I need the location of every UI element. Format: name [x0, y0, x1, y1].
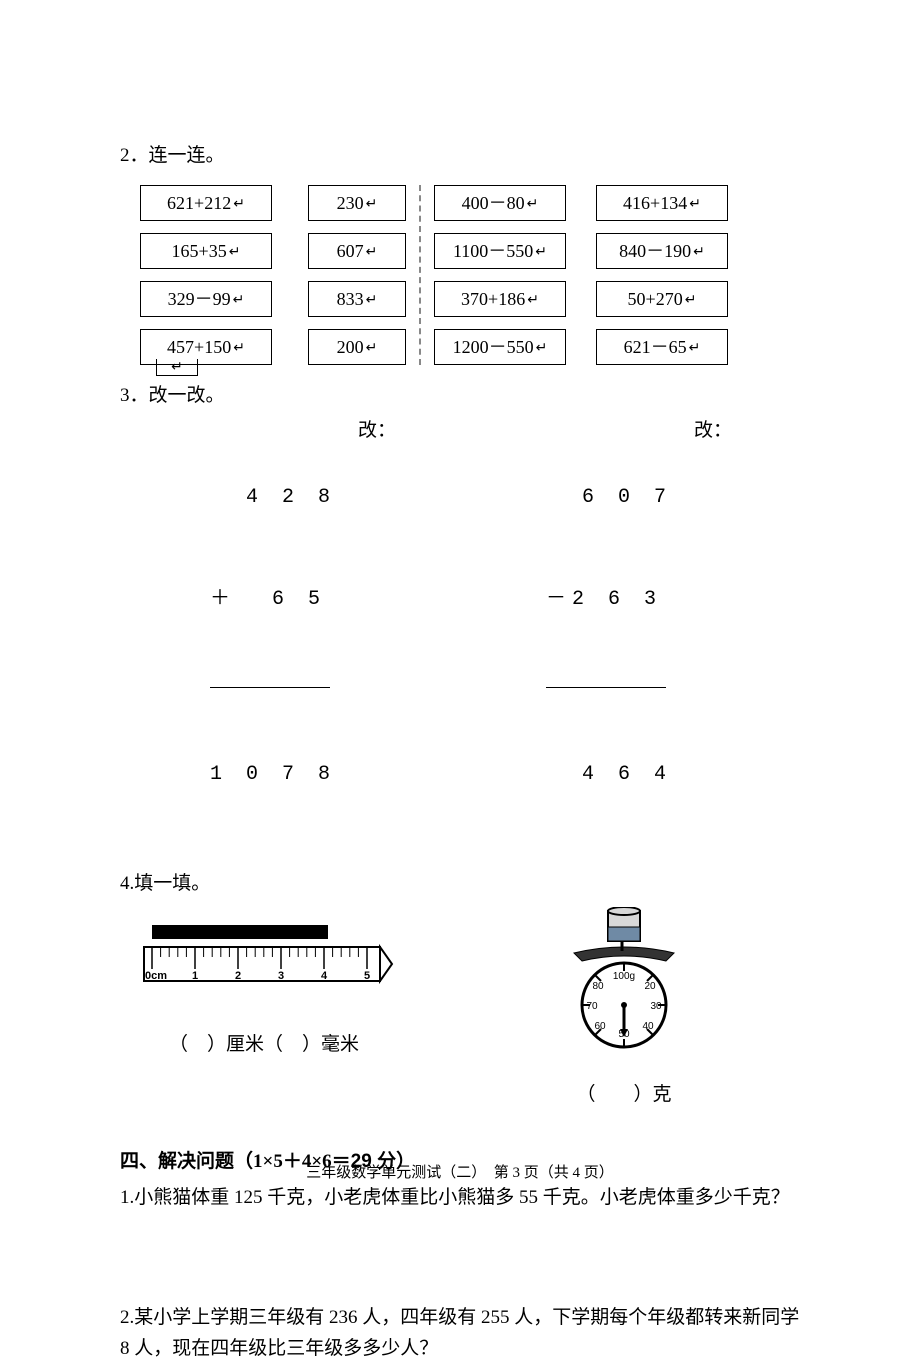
q4-ruler-col: 0cm 1 2 3 4 5 （ ）厘米（ ）毫米 — [134, 907, 394, 1056]
q3-row: 4 2 8 ＋ 6 5 1 0 7 8 改： 6 0 7 －2 6 3 4 6 … — [120, 413, 800, 860]
problem-1: 1.小熊猫体重 125 千克，小老虎体重比小熊猫多 55 千克。小老虎体重多少千… — [120, 1183, 800, 1213]
q3-change-b: 改： — [694, 413, 732, 860]
q4-row: 0cm 1 2 3 4 5 （ ）厘米（ ）毫米 — [134, 907, 800, 1106]
svg-text:20: 20 — [644, 981, 656, 992]
return-icon: ↵ — [527, 195, 539, 211]
q2-left-exp-col: 621+212↵ 165+35↵ 329－99↵ 457+150↵ — [140, 185, 272, 365]
page-footer: 三年级数学单元测试（二） 第 3 页（共 4 页） — [0, 1161, 920, 1182]
svg-text:80: 80 — [592, 981, 604, 992]
return-icon: ↵ — [693, 243, 705, 259]
q3-calc-b: 6 0 7 －2 6 3 4 6 4 — [546, 413, 672, 860]
return-icon: ↵ — [171, 358, 183, 374]
q2-cell: 607↵ — [308, 233, 406, 269]
return-icon: ↵ — [535, 243, 547, 259]
return-icon: ↵ — [366, 195, 378, 211]
return-icon: ↵ — [527, 291, 539, 307]
q2-match: 621+212↵ 165+35↵ 329－99↵ 457+150↵ 230↵ 6… — [140, 185, 800, 365]
return-icon: ↵ — [233, 291, 245, 307]
q2-cell: 50+270↵ — [596, 281, 728, 317]
q3-calc-a: 4 2 8 ＋ 6 5 1 0 7 8 — [210, 413, 336, 860]
q4-label: 4.填一填。 — [120, 868, 800, 895]
return-icon: ↵ — [685, 291, 697, 307]
return-icon: ↵ — [366, 243, 378, 259]
return-icon: ↵ — [233, 339, 245, 355]
q2-cell: 1200－550↵ — [434, 329, 566, 365]
q2-right-exp-col: 400－80↵ 1100－550↵ 370+186↵ 1200－550↵ — [434, 185, 566, 365]
q2-cell: 230↵ — [308, 185, 406, 221]
ruler-icon: 0cm 1 2 3 4 5 — [134, 907, 394, 1007]
page: 2．连一连。 621+212↵ 165+35↵ 329－99↵ 457+150↵… — [0, 0, 920, 1302]
return-icon: ↵ — [366, 291, 378, 307]
svg-text:30: 30 — [650, 1001, 662, 1012]
q4-scale-caption: （ ）克 — [576, 1079, 671, 1106]
return-icon: ↵ — [689, 195, 701, 211]
q2-cell: 1100－550↵ — [434, 233, 566, 269]
q2-left-ans-col: 230↵ 607↵ 833↵ 200↵ — [308, 185, 406, 365]
svg-text:60: 60 — [594, 1021, 606, 1032]
q2-cell: 621+212↵ — [140, 185, 272, 221]
svg-text:2: 2 — [235, 970, 241, 982]
q2-cell: 370+186↵ — [434, 281, 566, 317]
q2-right-ans-col: 416+134↵ 840－190↵ 50+270↵ 621－65↵ — [596, 185, 728, 365]
q3-change-a: 改： — [358, 413, 396, 860]
return-icon: ↵ — [536, 339, 548, 355]
return-icon: ↵ — [366, 339, 378, 355]
q2-cell: 400－80↵ — [434, 185, 566, 221]
svg-text:0cm: 0cm — [145, 970, 167, 982]
return-icon: ↵ — [233, 195, 245, 211]
q2-cell: 165+35↵ — [140, 233, 272, 269]
return-icon: ↵ — [689, 339, 701, 355]
q2-cell: 621－65↵ — [596, 329, 728, 365]
q2-cell: 200↵ — [308, 329, 406, 365]
problem-2: 2.某小学上学期三年级有 236 人，四年级有 255 人，下学期每个年级都转来… — [120, 1303, 800, 1364]
q4-scale-col: 100g 20 30 40 50 60 70 80 — [554, 907, 694, 1106]
svg-text:5: 5 — [364, 970, 370, 982]
return-icon: ↵ — [229, 243, 241, 259]
q2-divider — [406, 185, 434, 365]
svg-text:3: 3 — [278, 970, 284, 982]
q2-cell: 840－190↵ — [596, 233, 728, 269]
rule-line — [210, 687, 330, 688]
svg-text:4: 4 — [321, 970, 328, 982]
svg-text:70: 70 — [586, 1001, 598, 1012]
svg-text:1: 1 — [192, 970, 198, 982]
q3-label: 3．改一改。 — [120, 380, 800, 407]
q2-label: 2．连一连。 — [120, 140, 800, 167]
q2-cell: 833↵ — [308, 281, 406, 317]
q2-cell: 416+134↵ — [596, 185, 728, 221]
svg-text:40: 40 — [642, 1021, 654, 1032]
q2-cell: 329－99↵ — [140, 281, 272, 317]
svg-text:100g: 100g — [613, 971, 635, 982]
q4-ruler-caption: （ ）厘米（ ）毫米 — [169, 1029, 359, 1056]
q2-cell: 457+150↵ — [140, 329, 272, 365]
scale-icon: 100g 20 30 40 50 60 70 80 — [554, 907, 694, 1057]
rule-line — [546, 687, 666, 688]
